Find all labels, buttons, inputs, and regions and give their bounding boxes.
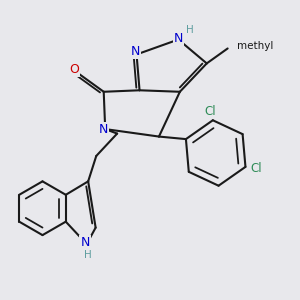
Text: methyl: methyl xyxy=(238,41,274,51)
Text: Cl: Cl xyxy=(204,105,216,119)
Text: N: N xyxy=(80,236,90,249)
Text: N: N xyxy=(130,45,140,58)
Text: O: O xyxy=(69,64,79,76)
Text: H: H xyxy=(84,250,92,260)
Text: H: H xyxy=(186,25,194,35)
Text: Cl: Cl xyxy=(250,162,262,175)
Text: N: N xyxy=(174,32,183,44)
Text: N: N xyxy=(99,123,108,136)
